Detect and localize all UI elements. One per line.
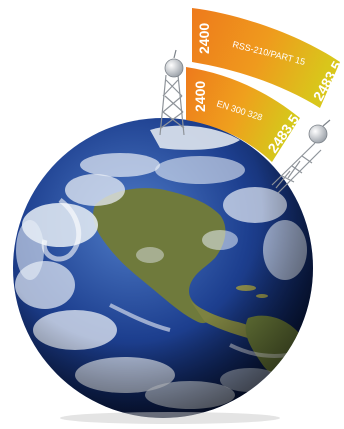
antenna-tower-left [159,74,185,136]
frequency-band-en300328: 2400 EN 300 328 2483.5 [186,67,302,162]
band-en300328-start: 2400 [192,81,208,112]
antenna-tower-right [271,142,322,194]
antenna-dish-left-icon [164,49,184,78]
earth-globe [13,118,313,424]
antenna-dish-right-icon [308,119,331,144]
band-rss210-start: 2400 [196,23,212,54]
